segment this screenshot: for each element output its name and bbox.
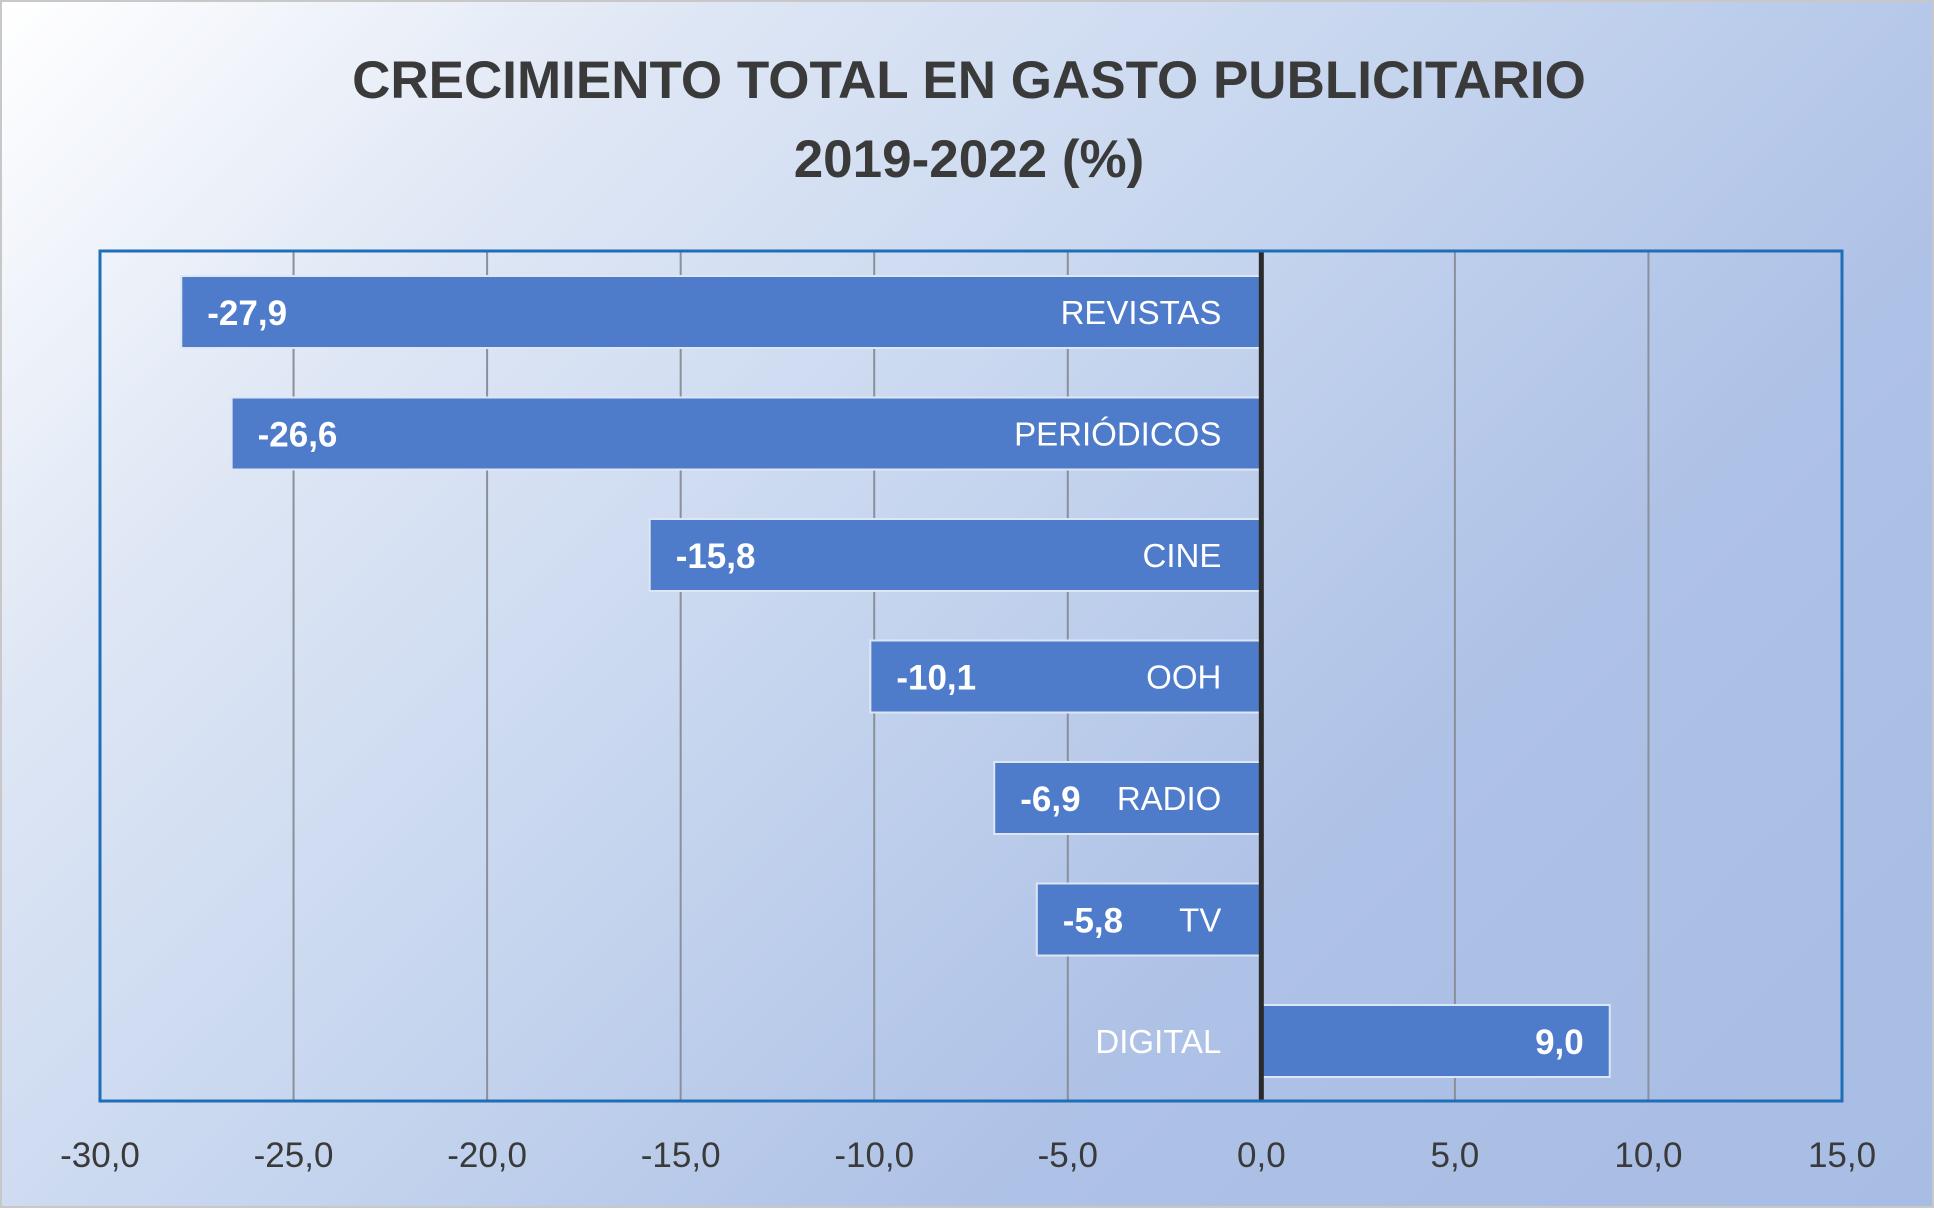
bar xyxy=(230,396,1263,471)
bar xyxy=(869,639,1263,714)
x-tick-label: -15,0 xyxy=(641,1136,721,1175)
x-tick-label: -10,0 xyxy=(834,1136,914,1175)
bar xyxy=(993,761,1263,835)
x-tick-label: 15,0 xyxy=(1808,1136,1876,1175)
x-tick-label: 0,0 xyxy=(1237,1136,1286,1175)
category-label: OOH xyxy=(1146,659,1221,696)
data-label: -26,6 xyxy=(258,416,338,455)
data-label: -5,8 xyxy=(1063,902,1123,941)
x-tick-label: -20,0 xyxy=(447,1136,527,1175)
data-label: -10,1 xyxy=(896,659,976,698)
category-label: TV xyxy=(1179,902,1221,939)
category-label: REVISTAS xyxy=(1061,294,1222,331)
chart-title-line-2: 2019-2022 (%) xyxy=(794,130,1145,189)
x-tick-label: -30,0 xyxy=(60,1136,140,1175)
x-tick-label: 10,0 xyxy=(1614,1136,1682,1175)
category-label: RADIO xyxy=(1117,780,1222,817)
plot-area-border xyxy=(98,249,1844,1103)
x-tick-label: -25,0 xyxy=(254,1136,334,1175)
x-tick-label: 5,0 xyxy=(1431,1136,1480,1175)
chart-title-line-1: CRECIMIENTO TOTAL EN GASTO PUBLICITARIO xyxy=(352,51,1586,110)
bar xyxy=(648,518,1263,592)
data-label: -6,9 xyxy=(1020,780,1080,819)
x-axis-ticks: -30,0 -25,0 -20,0 -15,0 -10,0 -5,0 0,0 5,0 10,0 1… xyxy=(60,1136,1876,1175)
bar xyxy=(1260,1004,1611,1078)
bar xyxy=(1035,882,1263,957)
data-label: -27,9 xyxy=(207,294,287,333)
category-label: DIGITAL xyxy=(1095,1023,1221,1060)
data-label: -15,8 xyxy=(676,537,756,576)
data-label: 9,0 xyxy=(1535,1023,1584,1062)
x-tick-label: -5,0 xyxy=(1038,1136,1098,1175)
bars: REVISTAS -27,9 PERIÓDICOS -26,6 CINE -15,8 OOH… xyxy=(180,275,1611,1078)
category-label: PERIÓDICOS xyxy=(1014,416,1221,453)
category-label: CINE xyxy=(1142,537,1221,574)
